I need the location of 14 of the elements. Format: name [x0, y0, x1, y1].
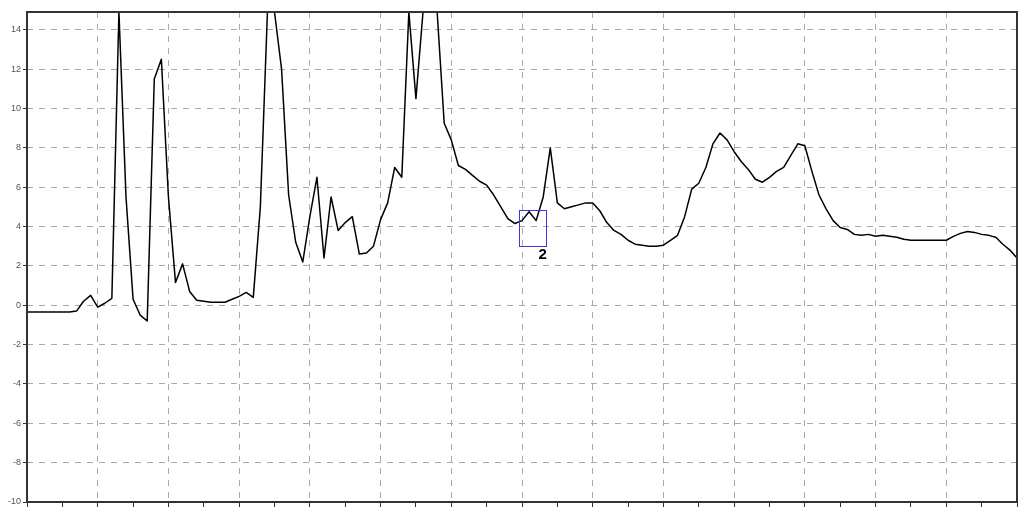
y-tick-label: -10 [7, 496, 21, 507]
y-tick-label: 8 [15, 142, 21, 153]
y-tick-label: -8 [12, 457, 21, 468]
y-tick-label: 14 [10, 24, 21, 35]
y-tick-label: 6 [15, 181, 21, 192]
y-tick-label: 10 [10, 102, 21, 113]
y-tick-label: 0 [15, 299, 21, 310]
y-tick-label: -4 [12, 378, 21, 389]
annotation: 2 [538, 244, 547, 262]
y-tick-label: 4 [15, 220, 21, 231]
y-tick-label: 2 [15, 260, 21, 271]
y-tick-label: -2 [12, 339, 21, 350]
y-tick-label: -6 [12, 417, 21, 428]
y-tick-label: 12 [10, 63, 21, 74]
